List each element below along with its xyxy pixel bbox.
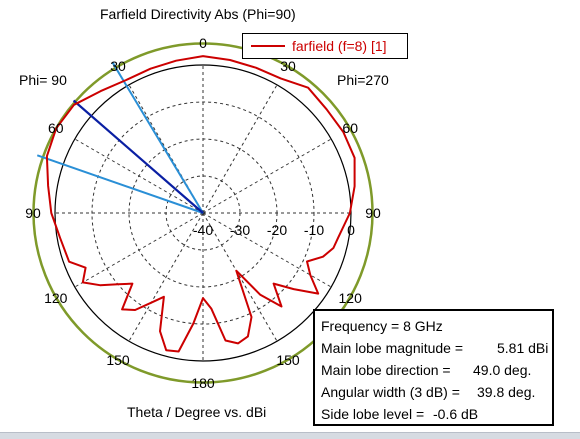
angle-tick-label: 120 (44, 290, 68, 306)
grid-spoke (202, 212, 332, 288)
info-row: Angular width (3 dB) = 39.8 deg. (321, 381, 552, 403)
angle-tick-label: 120 (339, 290, 363, 306)
info-label: Side lobe level = (321, 406, 425, 422)
info-value: -0.6 dB (433, 406, 479, 422)
grid-spoke (202, 84, 278, 214)
angle-tick-label: 150 (106, 352, 130, 368)
radial-tick-label: -30 (230, 222, 250, 238)
info-row: Side lobe level = -0.6 dB (321, 403, 552, 425)
grid-spoke (202, 138, 332, 214)
angle-tick-label: 60 (48, 120, 64, 136)
radial-tick-label: -20 (267, 222, 287, 238)
grid-spoke (202, 212, 278, 342)
beamwidth-edge-line (111, 62, 204, 214)
info-row: Main lobe magnitude = 5.81 dBi (321, 337, 552, 359)
beamwidth-edge-line (36, 154, 204, 214)
info-value: 5.81 dBi (497, 340, 549, 356)
series-line (45, 55, 356, 353)
radial-tick-label: 0 (347, 222, 355, 238)
grid-spoke (74, 212, 204, 288)
info-label: Main lobe direction = (321, 362, 451, 378)
main-lobe-direction-line (72, 99, 204, 214)
angle-tick-label: 30 (110, 58, 126, 74)
legend: farfield (f=8) [1] (242, 33, 408, 59)
info-value: 39.8 deg. (477, 384, 536, 400)
legend-swatch (251, 45, 285, 47)
angle-tick-label: 90 (25, 205, 41, 221)
angle-tick-label: 180 (191, 375, 215, 391)
angle-tick-label: 90 (365, 205, 381, 221)
phi-left-label: Phi= 90 (19, 72, 67, 88)
legend-label: farfield (f=8) [1] (292, 38, 387, 54)
radial-tick-label: -10 (304, 222, 324, 238)
info-row: Main lobe direction = 49.0 deg. (321, 359, 552, 381)
info-row: Frequency = 8 GHz (321, 315, 552, 337)
window-bottom-bar (0, 432, 580, 439)
angle-tick-label: 60 (342, 120, 358, 136)
chart-title: Farfield Directivity Abs (Phi=90) (100, 6, 296, 22)
radial-tick-label: -40 (193, 222, 213, 238)
info-box: Frequency = 8 GHz Main lobe magnitude = … (313, 309, 554, 426)
x-axis-label: Theta / Degree vs. dBi (127, 404, 267, 420)
info-label: Main lobe magnitude = (321, 340, 464, 356)
info-label: Frequency = 8 GHz (321, 318, 443, 334)
info-value: 49.0 deg. (473, 362, 532, 378)
outer-ring (54, 64, 352, 362)
info-label: Angular width (3 dB) = (321, 384, 460, 400)
grid-spoke (74, 138, 204, 214)
main-lobe-magnitude-ring (32, 42, 374, 384)
angle-tick-label: 150 (276, 352, 300, 368)
angle-tick-label: 0 (199, 35, 207, 51)
angle-tick-label: 30 (280, 58, 296, 74)
grid-spoke (128, 212, 204, 342)
phi-right-label: Phi=270 (337, 72, 389, 88)
